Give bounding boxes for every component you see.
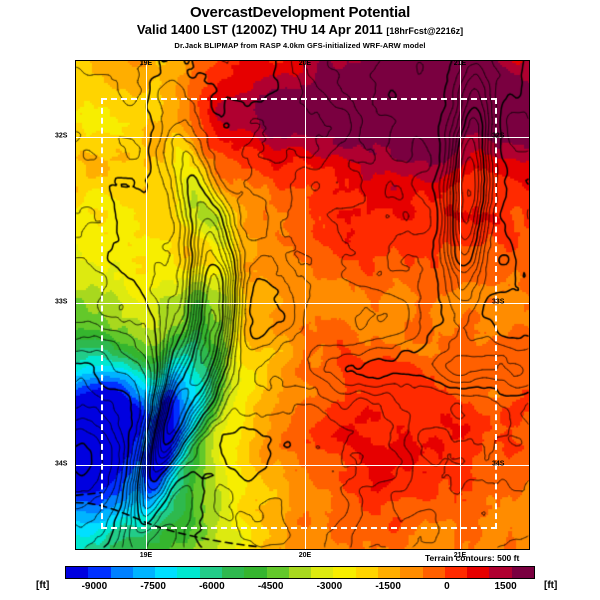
valid-time-text: Valid 1400 LST (1200Z) THU 14 Apr 2011 <box>136 22 383 37</box>
colorbar-unit-right: [ft] <box>544 580 558 591</box>
colorbar-unit-left: [ft] <box>36 580 50 591</box>
lon-tick-bottom-21e: 21E <box>453 552 467 559</box>
colorbar-swatch <box>400 567 423 578</box>
colorbar-swatch <box>266 567 289 578</box>
colorbar-swatch <box>489 567 512 578</box>
colorbar-swatch <box>66 567 89 578</box>
colorbar-swatch <box>221 567 245 578</box>
title-block: OvercastDevelopment Potential Valid 1400… <box>0 0 600 51</box>
colorbar-tick: -9000 <box>81 581 108 592</box>
colorbar-tick: -1500 <box>375 581 401 592</box>
colorbar-swatch <box>155 567 178 578</box>
colorbar-region: Terrain contours: 500 ft [ft] [ft] -9000… <box>0 553 600 600</box>
colorbar-swatch <box>511 567 534 578</box>
forecast-tag: [18hrFcst@2216z] <box>386 26 464 36</box>
colorbar-swatch <box>110 567 133 578</box>
lat-tick-left-33s: 33S <box>55 298 68 306</box>
colorbar-swatch <box>355 567 378 578</box>
colorbar-swatch <box>311 567 334 578</box>
lat-tick-left-32s: 32S <box>55 132 68 140</box>
colorbar-swatch <box>444 567 468 578</box>
colorbar-tick: -3000 <box>316 581 343 592</box>
colorbar-tick: -6000 <box>199 581 225 592</box>
valid-time-line: Valid 1400 LST (1200Z) THU 14 Apr 2011 [… <box>0 22 600 39</box>
colorbar[interactable] <box>65 566 535 579</box>
lon-tick-bottom-19e: 19E <box>139 552 153 559</box>
colorbar-swatch <box>377 567 401 578</box>
colorbar-swatch <box>199 567 222 578</box>
colorbar-swatch <box>422 567 445 578</box>
lon-tick-top-19e: 19E <box>139 60 153 67</box>
lon-tick-top-21e: 21E <box>453 60 467 67</box>
colorbar-tick: 1500 <box>494 581 517 592</box>
map-frame[interactable] <box>75 60 530 550</box>
terrain-contour-note: Terrain contours: 500 ft <box>425 553 520 563</box>
model-credit: Dr.Jack BLIPMAP from RASP 4.0km GFS-init… <box>174 41 426 50</box>
colorbar-swatch <box>333 567 356 578</box>
colorbar-tick: -4500 <box>257 581 284 592</box>
colorbar-swatch <box>244 567 267 578</box>
colorbar-swatch <box>88 567 111 578</box>
lat-tick-right-33s: 33S <box>492 298 505 306</box>
colorbar-swatch <box>288 567 312 578</box>
colorbar-swatch <box>132 567 156 578</box>
forecast-field-canvas <box>76 61 529 549</box>
colorbar-swatch <box>177 567 200 578</box>
colorbar-tick: 0 <box>444 581 450 592</box>
lon-tick-top-20e: 20E <box>298 60 312 67</box>
lon-tick-bottom-20e: 20E <box>298 552 312 559</box>
lat-tick-left-34s: 34S <box>55 460 68 468</box>
page-title: OvercastDevelopment Potential <box>189 4 411 21</box>
lat-tick-right-34s: 34S <box>492 460 505 468</box>
colorbar-tick: -7500 <box>140 581 166 592</box>
colorbar-swatch <box>467 567 490 578</box>
lat-tick-right-32s: 32S <box>492 132 505 140</box>
